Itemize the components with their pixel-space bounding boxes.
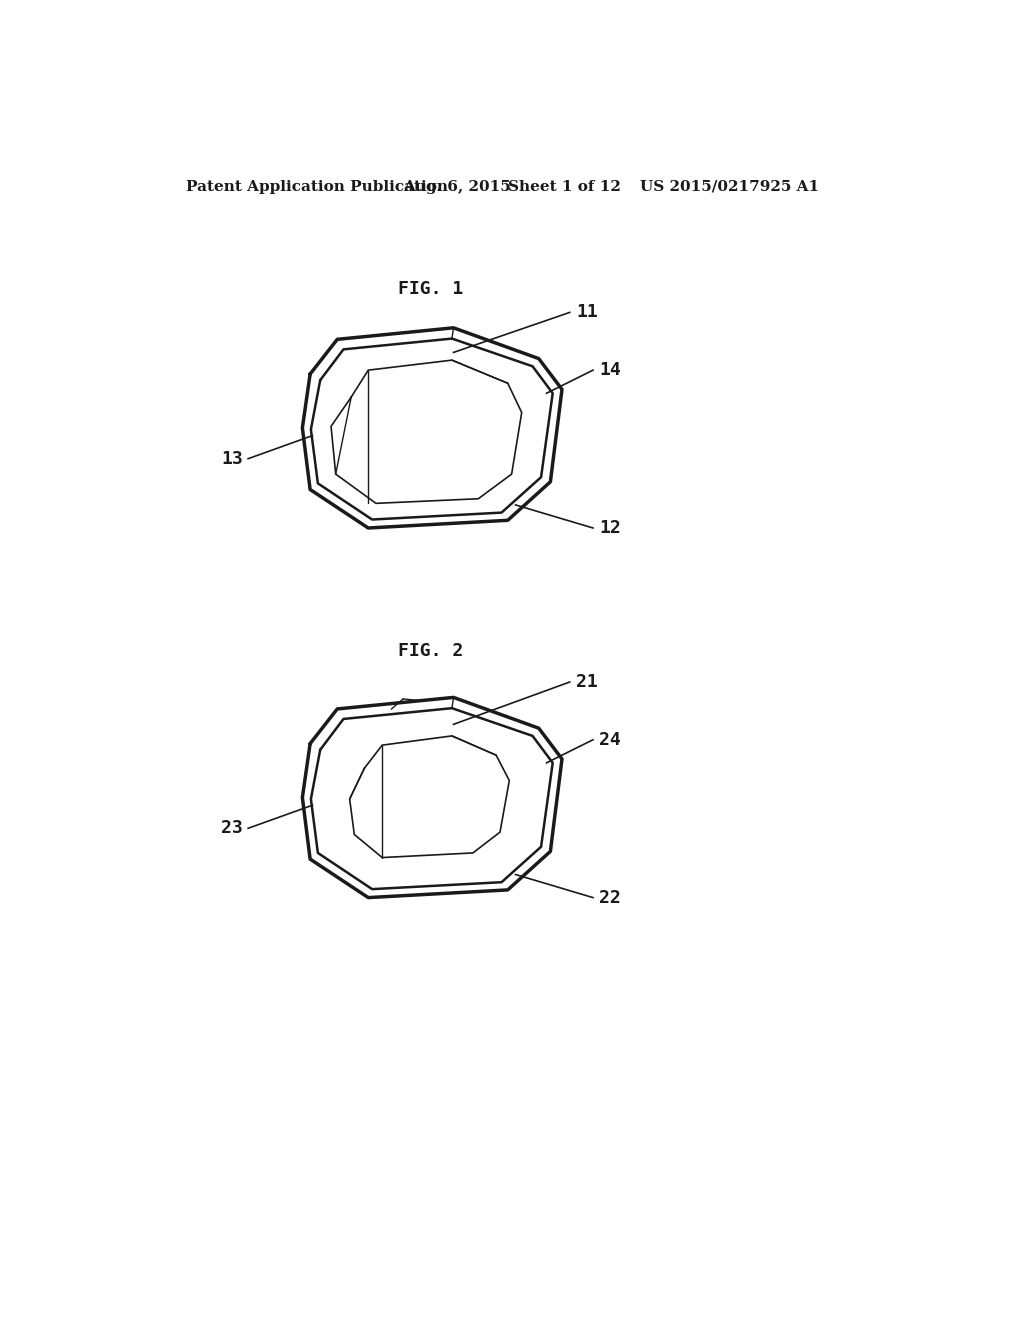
Text: 21: 21 xyxy=(575,673,598,690)
Text: Sheet 1 of 12: Sheet 1 of 12 xyxy=(508,180,621,194)
Text: US 2015/0217925 A1: US 2015/0217925 A1 xyxy=(640,180,818,194)
Text: Aug. 6, 2015: Aug. 6, 2015 xyxy=(403,180,511,194)
Text: Patent Application Publication: Patent Application Publication xyxy=(186,180,449,194)
Text: 23: 23 xyxy=(221,820,243,837)
Text: 14: 14 xyxy=(599,362,621,379)
Text: 13: 13 xyxy=(221,450,243,467)
Text: FIG. 1: FIG. 1 xyxy=(397,280,463,298)
Text: 11: 11 xyxy=(575,304,598,321)
Text: 24: 24 xyxy=(599,731,621,748)
Text: FIG. 2: FIG. 2 xyxy=(397,643,463,660)
Text: 12: 12 xyxy=(599,519,621,537)
Text: 22: 22 xyxy=(599,888,621,907)
